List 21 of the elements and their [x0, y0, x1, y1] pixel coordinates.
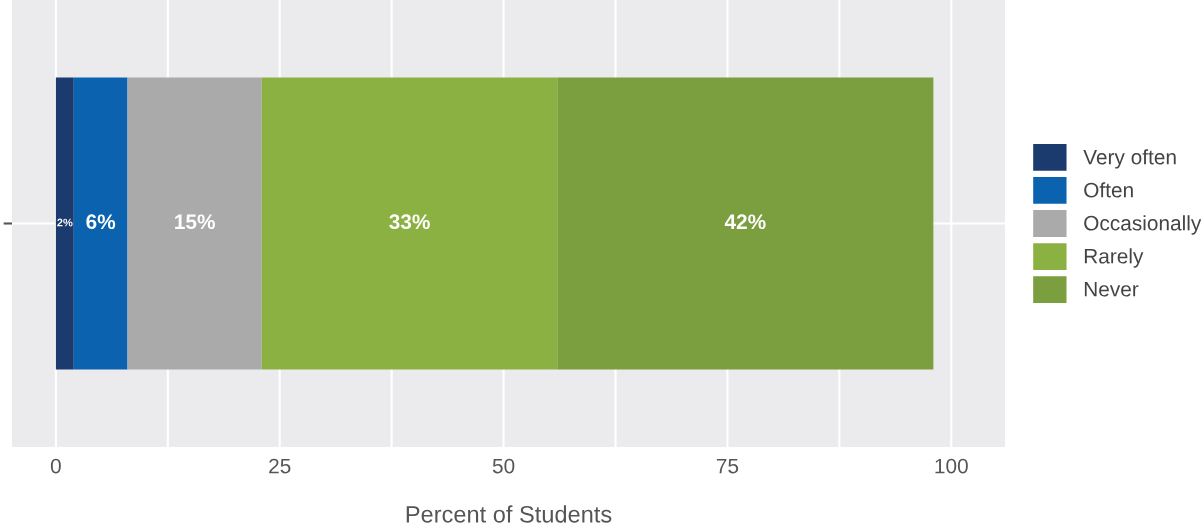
bar	[127, 77, 262, 370]
legend-label: Rarely	[1084, 248, 1144, 268]
data-label: 15%	[175, 214, 215, 230]
data-label: 6%	[86, 214, 116, 230]
legend-label: Never	[1084, 282, 1139, 297]
bar	[261, 77, 558, 370]
legend-label: Very often	[1083, 149, 1176, 169]
data-label: 42%	[724, 214, 766, 230]
x-tick-label: 25	[269, 458, 291, 474]
data-label: 2%	[57, 218, 73, 227]
x-axis-title: Percent of Students	[406, 505, 612, 523]
x-tick-label: 75	[716, 458, 739, 474]
bar	[73, 77, 128, 370]
data-label: 33%	[389, 214, 430, 230]
x-tick-label: 0	[50, 458, 61, 474]
legend-label: Occasionally	[1084, 215, 1202, 235]
x-tick-label: 100	[935, 458, 968, 474]
bar	[557, 77, 934, 370]
bar	[55, 77, 74, 370]
legend-label: Often	[1084, 182, 1133, 198]
x-tick-label: 50	[492, 458, 515, 474]
